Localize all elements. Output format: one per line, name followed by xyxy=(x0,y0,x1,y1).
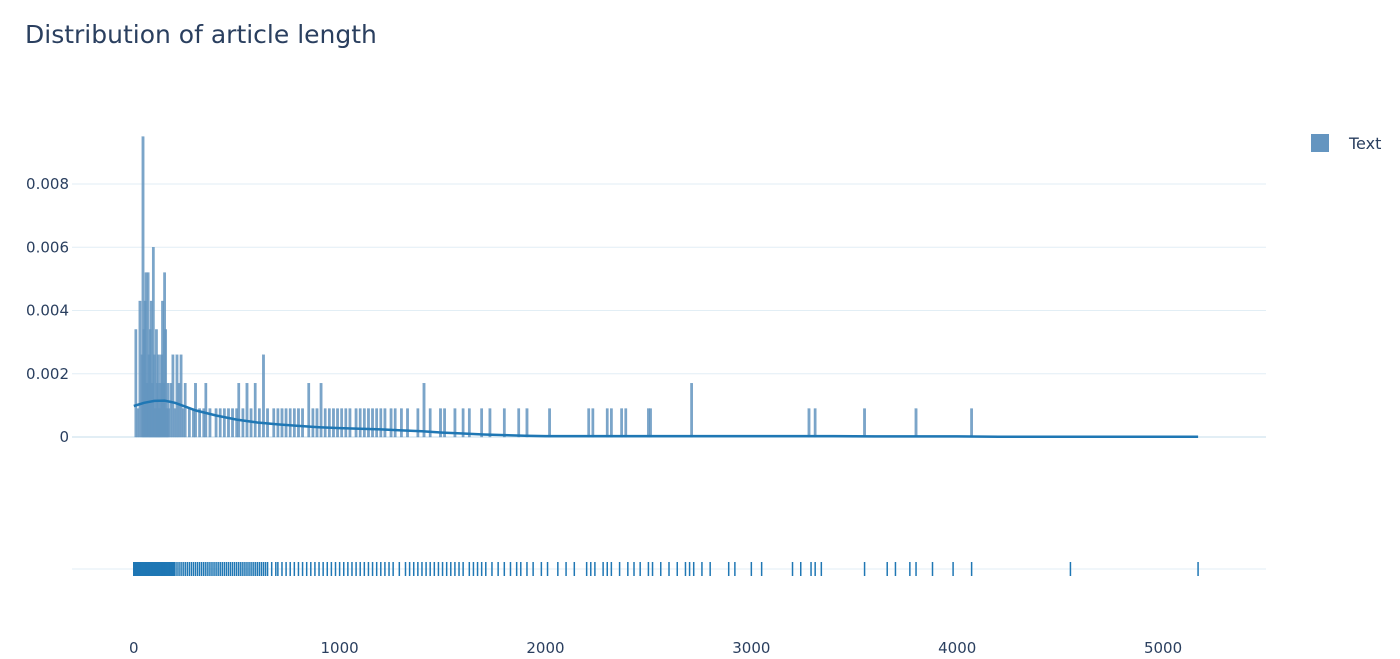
histogram-bar xyxy=(183,383,187,438)
histogram-bar xyxy=(416,408,420,438)
histogram-bar xyxy=(323,408,327,438)
histogram-bar xyxy=(428,408,432,438)
x-tick-label: 1000 xyxy=(321,639,359,657)
histogram-bar xyxy=(284,408,288,438)
histogram-bar xyxy=(262,354,265,438)
histogram-bar xyxy=(863,408,866,438)
histogram-bar xyxy=(297,408,300,438)
histogram-bar xyxy=(970,408,973,438)
histogram-bar xyxy=(354,408,358,438)
histogram-bar xyxy=(218,408,222,438)
histogram-bar xyxy=(292,408,296,438)
histogram-bar xyxy=(807,408,811,438)
histogram-bar xyxy=(480,408,484,438)
histogram-bar xyxy=(336,408,339,438)
histogram-bars xyxy=(134,136,973,438)
histogram-bar xyxy=(327,408,331,438)
histogram-bar xyxy=(605,408,609,438)
legend[interactable]: Text xyxy=(1311,134,1381,153)
x-tick-label: 4000 xyxy=(938,639,976,657)
histogram-bar xyxy=(315,408,319,438)
rug-plot xyxy=(133,562,1199,576)
histogram-bar xyxy=(439,408,442,438)
histogram-bar xyxy=(340,408,344,438)
histogram-bar xyxy=(389,408,393,438)
kde-line xyxy=(133,399,1199,438)
histogram-bar xyxy=(453,408,457,438)
histogram-bar xyxy=(591,408,595,438)
histogram-bar xyxy=(649,408,652,438)
histogram-bar xyxy=(187,408,191,438)
y-tick-label: 0 xyxy=(59,428,69,446)
histogram-bar xyxy=(237,383,241,438)
histogram-bar xyxy=(393,408,397,438)
histogram-bar xyxy=(587,408,591,438)
y-tick-label: 0.008 xyxy=(26,175,69,193)
histogram-bar xyxy=(422,383,426,438)
x-tick-label: 5000 xyxy=(1144,639,1182,657)
histogram-bar xyxy=(344,408,348,438)
histogram-bar xyxy=(245,383,249,438)
histogram-bar xyxy=(198,408,201,438)
histogram-bar xyxy=(171,354,175,438)
x-axis-ticks: 0 1000 2000 3000 4000 5000 xyxy=(129,639,1182,657)
histogram-bar xyxy=(227,408,230,438)
histogram-bar xyxy=(348,408,352,438)
histogram-bar xyxy=(288,408,292,438)
histogram-bar xyxy=(311,408,315,438)
histogram-bar xyxy=(690,383,693,438)
histogram-bar xyxy=(467,408,471,438)
histogram-bar xyxy=(383,408,387,438)
legend-swatch-text xyxy=(1311,134,1329,152)
histogram-bar xyxy=(400,408,403,438)
histogram-bar xyxy=(231,408,234,438)
histogram-bar xyxy=(241,408,245,438)
histogram-bar xyxy=(813,408,817,438)
histogram-bar xyxy=(179,354,183,438)
histogram-bar xyxy=(307,383,311,438)
histogram-bar xyxy=(358,408,362,438)
x-tick-label: 2000 xyxy=(526,639,564,657)
histogram-bar xyxy=(517,408,521,438)
histogram-bar xyxy=(222,408,226,438)
histogram-bar xyxy=(301,408,304,438)
legend-label-text: Text xyxy=(1348,134,1381,153)
grid-lines xyxy=(72,183,1266,570)
histogram-bar xyxy=(443,408,446,438)
histogram-bar xyxy=(620,408,624,438)
y-tick-label: 0.002 xyxy=(26,365,69,383)
histogram-bar xyxy=(548,408,551,438)
chart-title: Distribution of article length xyxy=(25,20,377,49)
histogram-bar xyxy=(525,408,529,438)
histogram-bar xyxy=(134,329,138,438)
histogram-bar xyxy=(375,408,379,438)
histogram-bar xyxy=(610,408,613,438)
histogram-bar xyxy=(502,408,506,438)
x-tick-label: 0 xyxy=(129,639,139,657)
histogram-bar xyxy=(406,408,409,438)
histogram-bar xyxy=(319,383,323,438)
histogram-bar xyxy=(214,408,218,438)
histogram-bar xyxy=(488,408,492,438)
histogram-bar xyxy=(253,383,257,438)
histogram-bar xyxy=(276,408,280,438)
histogram-bar xyxy=(371,408,374,438)
kde-curve xyxy=(133,399,1199,438)
histogram-bar xyxy=(379,408,383,438)
histogram-bar xyxy=(332,408,335,438)
histogram-bar xyxy=(208,408,212,438)
histogram-bar xyxy=(624,408,628,438)
histogram-bar xyxy=(461,408,465,438)
histogram-bar xyxy=(204,383,208,438)
y-tick-label: 0.006 xyxy=(26,238,69,256)
histogram-bar xyxy=(914,408,918,438)
y-axis-ticks: 0 0.002 0.004 0.006 0.008 xyxy=(26,175,69,446)
histogram-bar xyxy=(362,408,366,438)
histogram-bar xyxy=(367,408,370,438)
y-tick-label: 0.004 xyxy=(26,302,69,320)
x-tick-label: 3000 xyxy=(732,639,770,657)
histogram-bar xyxy=(280,408,284,438)
